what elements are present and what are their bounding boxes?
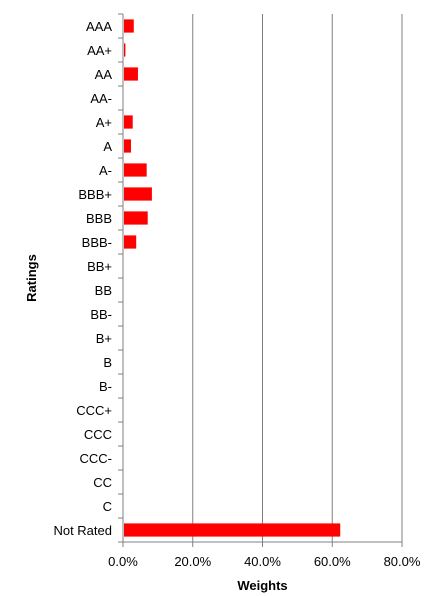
y-tick-label-12: BB- xyxy=(90,307,112,322)
bar-7 xyxy=(124,187,152,201)
x-tick-label-0: 0.0% xyxy=(108,554,138,569)
y-tick-label-3: AA- xyxy=(90,91,112,106)
y-tick-label-21: Not Rated xyxy=(53,523,112,538)
bar-1 xyxy=(124,43,126,57)
bar-5 xyxy=(124,139,131,153)
gridlines xyxy=(192,14,403,542)
y-axis-title: Ratings xyxy=(24,254,39,302)
y-tick-label-10: BB+ xyxy=(87,259,112,274)
y-tick-label-20: C xyxy=(103,499,112,514)
y-tick-label-19: CC xyxy=(93,475,112,490)
bar-6 xyxy=(124,163,147,177)
x-axis-title: Weights xyxy=(237,578,287,593)
bars xyxy=(124,19,341,537)
y-tick-label-18: CCC- xyxy=(80,451,113,466)
y-tick-labels: AAAAA+AAAA-A+AA-BBB+BBBBBB-BB+BBBB-B+BB-… xyxy=(53,19,112,538)
bar-0 xyxy=(124,19,134,33)
y-tick-label-1: AA+ xyxy=(87,43,112,58)
x-tick-label-3: 60.0% xyxy=(314,554,351,569)
y-tick-label-7: BBB+ xyxy=(78,187,112,202)
bar-8 xyxy=(124,211,148,225)
x-tick-label-2: 40.0% xyxy=(244,554,281,569)
bar-2 xyxy=(124,67,138,81)
y-tick-label-4: A+ xyxy=(96,115,112,130)
y-tick-label-5: A xyxy=(103,139,112,154)
y-tick-label-15: B- xyxy=(99,379,112,394)
y-tick-label-2: AA xyxy=(95,67,113,82)
y-tick-label-9: BBB- xyxy=(82,235,112,250)
bar-9 xyxy=(124,235,137,249)
y-tick-label-6: A- xyxy=(99,163,112,178)
y-tick-label-0: AAA xyxy=(86,19,112,34)
bar-21 xyxy=(124,523,341,537)
y-tick-label-16: CCC+ xyxy=(76,403,112,418)
x-tick-label-4: 80.0% xyxy=(384,554,421,569)
y-tick-label-11: BB xyxy=(95,283,112,298)
y-tick-label-13: B+ xyxy=(96,331,112,346)
bar-4 xyxy=(124,115,133,129)
x-tick-labels: 0.0% 20.0% 40.0% 60.0% 80.0% xyxy=(108,554,421,569)
y-tick-label-8: BBB xyxy=(86,211,112,226)
y-tick-label-14: B xyxy=(103,355,112,370)
x-tick-label-1: 20.0% xyxy=(174,554,211,569)
y-tick-label-17: CCC xyxy=(84,427,112,442)
axes xyxy=(118,13,403,547)
